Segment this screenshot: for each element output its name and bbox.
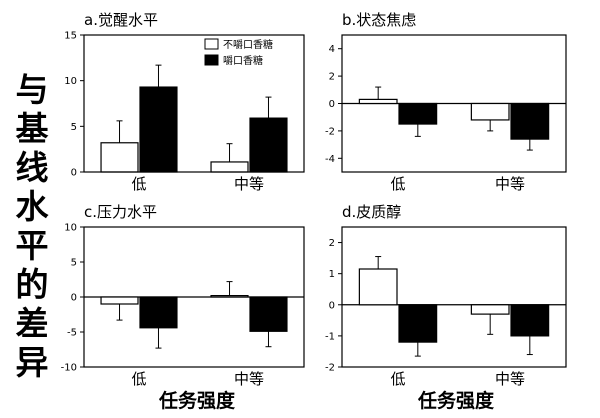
- y-tick-label: 0: [71, 168, 77, 179]
- bar: [510, 102, 550, 140]
- y-tick-label: 2: [329, 238, 335, 249]
- legend-swatch: [204, 54, 219, 66]
- legend-entry: 嚼口香糖: [223, 54, 263, 67]
- category-label: 中等: [495, 370, 525, 388]
- y-tick-label: 15: [64, 31, 77, 42]
- panel-frame: [83, 226, 305, 368]
- y-tick-label: -10: [61, 363, 77, 374]
- y-label-char: 的: [15, 265, 49, 304]
- panel-frame: [341, 226, 567, 368]
- category-label: 低: [131, 175, 146, 193]
- bar: [358, 98, 398, 105]
- y-tick-label: 0: [71, 293, 77, 304]
- y-label-char: 基: [15, 109, 49, 148]
- y-label-char: 与: [15, 70, 49, 109]
- category-label: 低: [131, 370, 146, 388]
- bar: [210, 161, 249, 173]
- y-label-char: 水: [15, 187, 49, 226]
- y-tick-label: 5: [71, 122, 77, 133]
- category-label: 低: [390, 370, 405, 388]
- panel-frame: [341, 34, 567, 173]
- y-label-char: 异: [15, 343, 49, 382]
- y-tick-label: 4: [329, 44, 335, 55]
- bar: [358, 268, 398, 306]
- bar: [398, 304, 438, 343]
- legend-entry: 不嚼口香糖: [223, 38, 273, 51]
- y-tick-label: -2: [325, 363, 335, 374]
- bar: [139, 296, 178, 329]
- category-label: 中等: [234, 175, 264, 193]
- category-label: 低: [390, 175, 405, 193]
- x-axis-label-right: 任务强度: [417, 389, 495, 412]
- bar: [249, 296, 288, 332]
- y-tick-label: -2: [325, 126, 335, 137]
- y-tick-label: 10: [64, 223, 77, 234]
- bar: [139, 86, 178, 173]
- category-label: 中等: [495, 175, 525, 193]
- y-tick-label: 0: [329, 99, 335, 110]
- panel-frame: [83, 34, 305, 173]
- bar: [510, 304, 550, 337]
- bar: [249, 117, 288, 173]
- legend-swatch: [204, 38, 219, 50]
- category-label: 中等: [234, 370, 264, 388]
- shared-y-axis-label: 与 基 线 水 平 的 差 异: [10, 70, 54, 382]
- panel-title: a.觉醒水平: [84, 11, 158, 29]
- y-tick-label: 1: [329, 269, 335, 280]
- y-tick-label: -4: [325, 154, 335, 165]
- y-tick-label: 5: [71, 258, 77, 269]
- bar: [210, 295, 249, 298]
- y-label-char: 线: [15, 148, 49, 187]
- y-tick-label: -5: [67, 328, 77, 339]
- y-label-char: 差: [15, 304, 49, 343]
- y-tick-label: 0: [329, 300, 335, 311]
- y-label-char: 平: [15, 226, 49, 265]
- panel-title: b.状态焦虑: [342, 11, 416, 29]
- panel-title: c.压力水平: [84, 203, 157, 221]
- bar: [398, 102, 438, 125]
- y-tick-label: 2: [329, 72, 335, 83]
- y-tick-label: 10: [64, 76, 77, 87]
- bar: [470, 102, 510, 121]
- bar: [100, 142, 139, 173]
- bar: [100, 296, 139, 305]
- panel-title: d.皮质醇: [342, 203, 401, 221]
- bar: [470, 304, 510, 315]
- x-axis-label-left: 任务强度: [158, 389, 236, 412]
- y-tick-label: -1: [325, 331, 335, 342]
